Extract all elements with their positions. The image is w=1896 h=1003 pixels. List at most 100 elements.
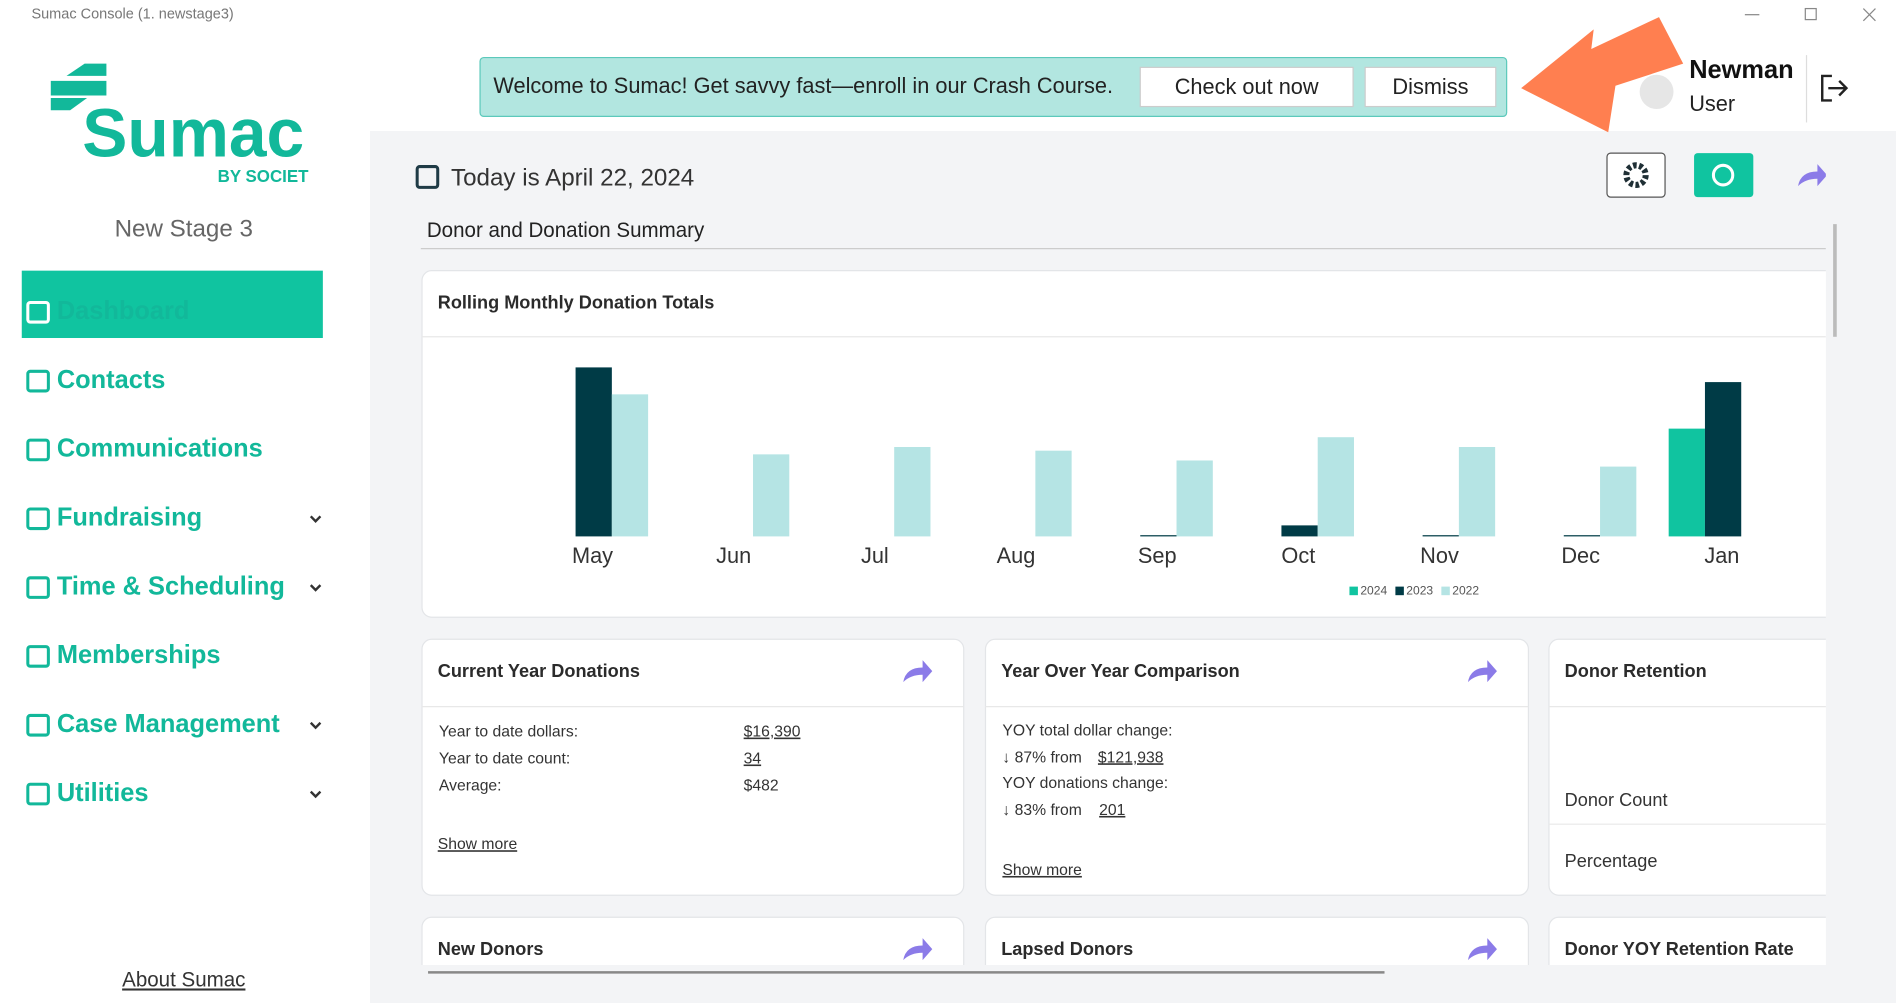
retention-label: Percentage — [1565, 850, 1658, 871]
logo-mark — [50, 63, 107, 111]
bar — [753, 454, 790, 537]
window-controls — [1744, 7, 1876, 22]
legend-label: 2024 — [1360, 584, 1387, 598]
bar — [1704, 382, 1742, 537]
window-title: Sumac Console (1. newstage3) — [31, 7, 233, 23]
nav-item[interactable]: Utilities — [57, 779, 149, 807]
share-icon[interactable] — [1467, 938, 1497, 961]
section-title: Donor and Donation Summary — [427, 219, 705, 242]
button[interactable] — [1364, 66, 1497, 108]
yoy-label: YOY donations change: — [1002, 775, 1168, 792]
share-icon[interactable] — [903, 660, 933, 683]
card-title: Year Over Year Comparison — [1001, 660, 1240, 681]
org-name: New Stage 3 — [115, 216, 253, 243]
legend-swatch — [1349, 586, 1358, 596]
card-title: New Donors — [438, 938, 544, 959]
nav-item[interactable]: Dashboard — [57, 297, 190, 325]
logo-sub: BY SOCIET — [218, 167, 309, 186]
nav-item[interactable]: Fundraising — [57, 503, 202, 531]
x-tick-label: Oct — [1281, 543, 1315, 568]
chevron — [309, 790, 322, 799]
card — [421, 638, 965, 896]
share-icon[interactable] — [903, 938, 933, 961]
scrollbar — [1833, 224, 1837, 337]
nav-icon — [26, 576, 50, 599]
logout-icon[interactable] — [1821, 74, 1849, 102]
nav-item[interactable]: Contacts — [57, 366, 166, 394]
x-tick-label: Jan — [1704, 543, 1739, 568]
legend-swatch — [1441, 586, 1450, 596]
button[interactable] — [1139, 66, 1354, 108]
nav-icon — [26, 300, 50, 324]
bar — [575, 367, 612, 537]
row-label: Year to date dollars: — [439, 723, 578, 740]
nav-item[interactable]: Memberships — [57, 641, 221, 669]
share-icon[interactable] — [1798, 164, 1827, 187]
show-more[interactable]: Show more — [1002, 862, 1082, 879]
nav-icon — [26, 507, 50, 531]
gear-icon — [1623, 162, 1649, 188]
user-role: User — [1689, 91, 1735, 116]
arrow-annotation — [1521, 17, 1684, 133]
row-value[interactable]: $16,390 — [744, 723, 801, 740]
row-value: $482 — [744, 777, 779, 794]
card-title: Donor Retention — [1565, 660, 1707, 681]
show-more[interactable]: Show more — [438, 836, 518, 853]
nav-item[interactable]: Communications — [57, 435, 263, 463]
calendar-icon — [415, 165, 440, 189]
date: Today is April 22, 2024 — [451, 164, 694, 191]
button-label[interactable]: Dismiss — [1392, 74, 1468, 99]
yoy-change: ↓ 87% from — [1002, 749, 1081, 766]
card-title: Current Year Donations — [438, 660, 640, 681]
card — [984, 916, 1530, 966]
nav-icon — [26, 369, 50, 393]
bar — [1281, 525, 1318, 537]
chevron — [309, 721, 322, 730]
bar — [1600, 466, 1637, 537]
share-icon[interactable] — [1467, 660, 1497, 683]
row-value[interactable]: 34 — [744, 750, 762, 767]
nav-item[interactable]: Case Management — [57, 710, 280, 738]
x-tick-label: Nov — [1420, 543, 1459, 568]
card — [421, 916, 965, 966]
x-tick-label: Dec — [1561, 543, 1600, 568]
yoy-from[interactable]: $121,938 — [1098, 749, 1164, 766]
bar — [1563, 535, 1601, 537]
yoy-from[interactable]: 201 — [1099, 802, 1125, 819]
banner-message: Welcome to Sumac! Get savvy fast—enroll … — [493, 73, 1113, 98]
refresh-icon — [1711, 163, 1735, 187]
about-link[interactable]: About Sumac — [122, 968, 245, 991]
x-tick-label: May — [572, 543, 613, 568]
nav-icon — [26, 782, 50, 806]
nav-icon — [26, 438, 50, 462]
avatar[interactable] — [1639, 74, 1674, 109]
logo: Sumac — [82, 95, 304, 171]
nav-item[interactable]: Time & Scheduling — [57, 572, 285, 600]
x-tick-label: Jul — [861, 543, 889, 568]
card — [1548, 638, 1826, 896]
cards: Current Year Donations Year Over Year Com… — [421, 638, 1826, 966]
user-name: Newman — [1689, 56, 1793, 84]
card-title: Donor YOY Retention Rate — [1565, 938, 1794, 959]
chevron — [309, 584, 322, 592]
yoy-label: YOY total dollar change: — [1002, 722, 1172, 739]
bar — [894, 447, 931, 537]
card — [984, 638, 1530, 896]
x-tick-label: Jun — [716, 543, 751, 568]
card — [1548, 916, 1826, 966]
nav-active[interactable] — [21, 270, 323, 339]
settings-button[interactable] — [1606, 152, 1666, 198]
bar — [1458, 447, 1496, 537]
refresh-button[interactable] — [1694, 153, 1754, 198]
button-label[interactable]: Check out now — [1175, 74, 1319, 99]
row-label: Year to date count: — [439, 750, 570, 767]
legend-swatch — [1395, 586, 1404, 596]
bar — [1176, 460, 1213, 537]
legend-label: 2022 — [1452, 584, 1479, 598]
nav: Dashboard Contacts Communications Fundraisi… — [26, 297, 322, 807]
chart-title: Rolling Monthly Donation Totals — [438, 291, 715, 312]
bar — [1317, 437, 1354, 537]
nav-icon — [26, 713, 50, 737]
legend-label: 2023 — [1406, 584, 1433, 598]
